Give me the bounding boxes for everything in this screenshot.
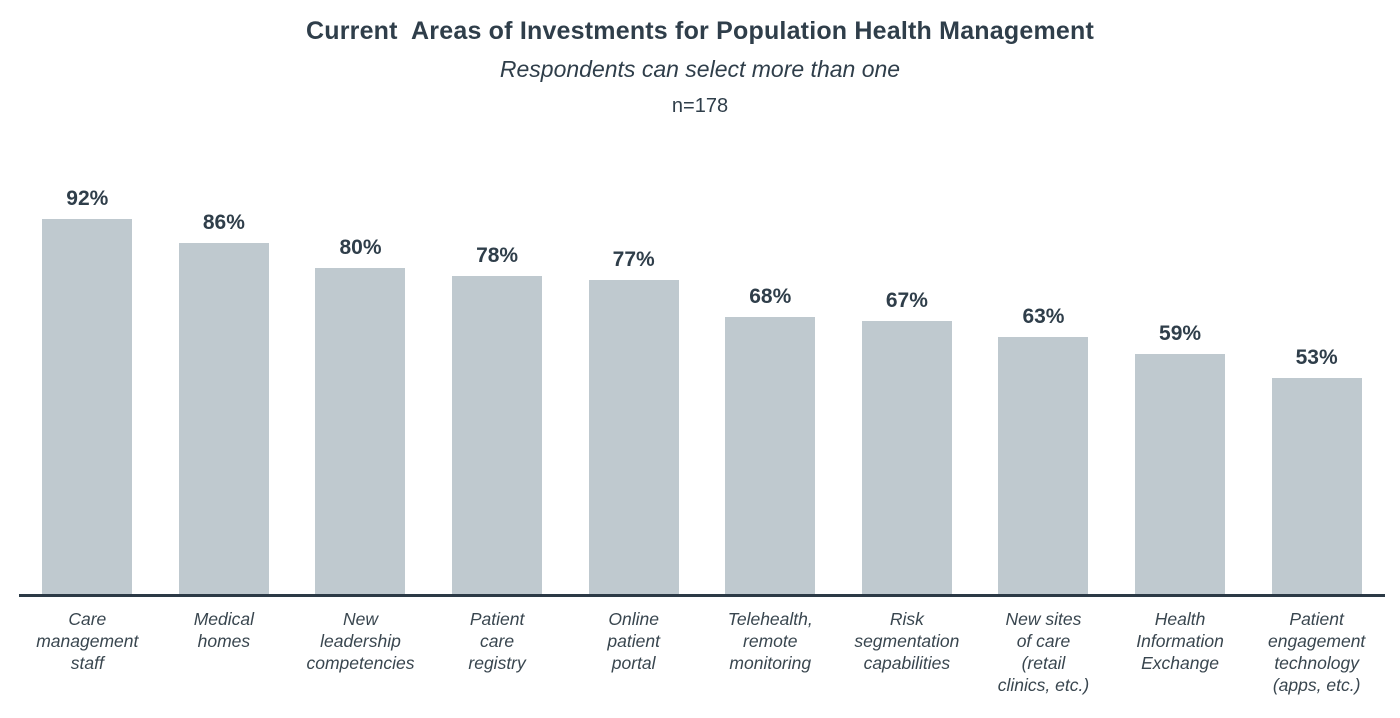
bar: [725, 316, 816, 595]
bar-value-label: 67%: [885, 288, 928, 312]
x-axis-tick-label: Medical homes: [193, 609, 255, 652]
bar-value-label: 59%: [1159, 321, 1202, 345]
bar-group: 67%: [839, 186, 976, 595]
bar-group: 59%: [1112, 186, 1249, 595]
bar: [315, 267, 406, 595]
bar-value-label: 86%: [202, 211, 245, 235]
bar-group: 68%: [702, 186, 839, 595]
x-axis-tick-label: Risk segmentation capabilities: [854, 609, 960, 674]
bar-group: 77%: [565, 186, 702, 595]
bar: [178, 243, 269, 595]
chart-subtitle: Respondents can select more than one: [499, 56, 901, 82]
x-axis-tick-label: Online patient portal: [607, 609, 660, 674]
x-axis-tick-label: Telehealth, remote monitoring: [727, 609, 813, 674]
bar-value-label: 63%: [1022, 305, 1065, 329]
bar-group: 63%: [975, 186, 1112, 595]
bar: [42, 218, 133, 595]
x-axis-tick-label: Health Information Exchange: [1136, 609, 1224, 674]
bar-group: 92%: [19, 186, 156, 595]
chart-header: Current Areas of Investments for Populat…: [0, 17, 1400, 118]
bar: [588, 280, 679, 595]
bar-group: 80%: [292, 186, 429, 595]
x-axis-tick-label: Patient care registry: [468, 609, 526, 674]
bar-group: 53%: [1248, 186, 1385, 595]
bar: [1271, 378, 1362, 595]
chart-title: Current Areas of Investments for Populat…: [306, 17, 1094, 45]
bar-group: 86%: [156, 186, 293, 595]
bar-group: 78%: [429, 186, 566, 595]
x-axis-tick-label: New sites of care (retail clinics, etc.): [997, 609, 1090, 696]
bar: [1135, 353, 1226, 595]
bar-value-label: 78%: [476, 243, 519, 267]
x-axis-tick-label: New leadership competencies: [306, 609, 415, 674]
bar: [452, 275, 543, 595]
x-axis-line: [19, 594, 1385, 597]
x-axis-tick-labels: Care management staff Medical homes New le…: [19, 608, 1385, 696]
plot-area: 92% 86% 80% 78% 77% 68% 67% 63% 59% 53%: [19, 186, 1385, 595]
bar-value-label: 92%: [66, 186, 109, 210]
bar-value-label: 80%: [339, 235, 382, 259]
bar: [861, 320, 952, 595]
x-axis-tick-label: Care management staff: [36, 609, 139, 674]
bar-value-label: 53%: [1295, 346, 1338, 370]
sample-size-label: n=178: [671, 95, 729, 117]
bar-value-label: 68%: [749, 284, 792, 308]
x-axis-tick-label: Patient engagement technology (apps, etc…: [1267, 609, 1366, 696]
bar: [998, 337, 1089, 595]
bar-value-label: 77%: [612, 248, 655, 272]
